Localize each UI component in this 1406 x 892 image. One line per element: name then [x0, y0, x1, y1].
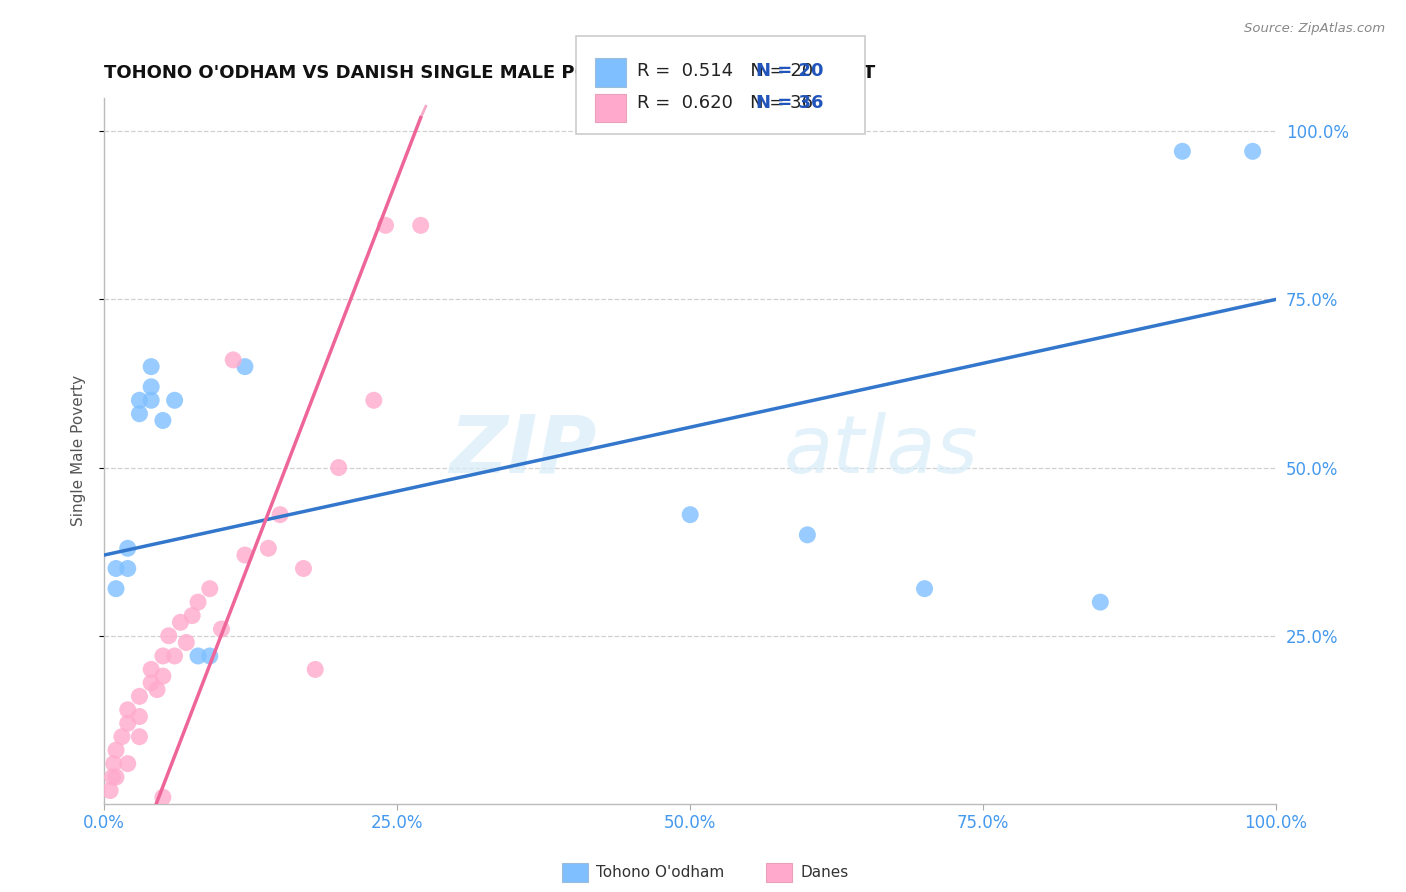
Point: [117, 756, 139, 771]
Point: [98, 783, 121, 797]
Point: [304, 662, 326, 676]
Point: [211, 622, 233, 636]
Point: [141, 662, 163, 676]
Point: [187, 595, 209, 609]
Point: [105, 770, 128, 784]
Text: Tohono O'odham: Tohono O'odham: [596, 865, 724, 880]
Point: [222, 352, 245, 367]
Point: [105, 743, 128, 757]
Point: [146, 682, 169, 697]
Point: [198, 648, 221, 663]
Point: [233, 548, 256, 562]
Point: [328, 460, 350, 475]
Point: [141, 380, 163, 394]
Point: [128, 730, 150, 744]
Text: R =  0.514   N = 20: R = 0.514 N = 20: [637, 62, 813, 80]
Point: [111, 730, 134, 744]
Point: [796, 528, 818, 542]
Point: [128, 709, 150, 723]
Point: [152, 648, 174, 663]
Point: [101, 770, 124, 784]
Point: [257, 541, 280, 556]
Point: [163, 393, 186, 408]
Text: atlas: atlas: [785, 412, 979, 490]
Point: [152, 669, 174, 683]
Point: [105, 561, 128, 575]
Point: [198, 582, 221, 596]
Point: [914, 582, 936, 596]
Point: [1241, 145, 1264, 159]
Text: Source: ZipAtlas.com: Source: ZipAtlas.com: [1244, 22, 1385, 36]
Point: [363, 393, 385, 408]
Point: [187, 648, 209, 663]
Point: [103, 756, 125, 771]
Point: [141, 359, 163, 374]
Text: N = 20: N = 20: [756, 62, 824, 80]
Point: [157, 629, 180, 643]
Y-axis label: Single Male Poverty: Single Male Poverty: [72, 376, 86, 526]
Point: [292, 561, 315, 575]
Point: [169, 615, 191, 630]
Point: [1171, 145, 1194, 159]
Point: [128, 690, 150, 704]
Text: TOHONO O'ODHAM VS DANISH SINGLE MALE POVERTY CORRELATION CHART: TOHONO O'ODHAM VS DANISH SINGLE MALE POV…: [104, 64, 876, 82]
Point: [374, 219, 396, 233]
Point: [679, 508, 702, 522]
Point: [105, 582, 128, 596]
Point: [233, 359, 256, 374]
Text: ZIP: ZIP: [449, 412, 596, 490]
Point: [117, 703, 139, 717]
Point: [128, 407, 150, 421]
Point: [117, 561, 139, 575]
Point: [152, 413, 174, 427]
Point: [176, 635, 198, 649]
Point: [152, 790, 174, 805]
Point: [269, 508, 291, 522]
Point: [141, 676, 163, 690]
Point: [1090, 595, 1112, 609]
Text: R =  0.620   N = 36: R = 0.620 N = 36: [637, 94, 813, 112]
Point: [181, 608, 204, 623]
Point: [409, 219, 432, 233]
Point: [117, 541, 139, 556]
Text: Danes: Danes: [800, 865, 848, 880]
Point: [128, 393, 150, 408]
Point: [163, 648, 186, 663]
Text: N = 36: N = 36: [756, 94, 824, 112]
Point: [141, 393, 163, 408]
Point: [117, 716, 139, 731]
